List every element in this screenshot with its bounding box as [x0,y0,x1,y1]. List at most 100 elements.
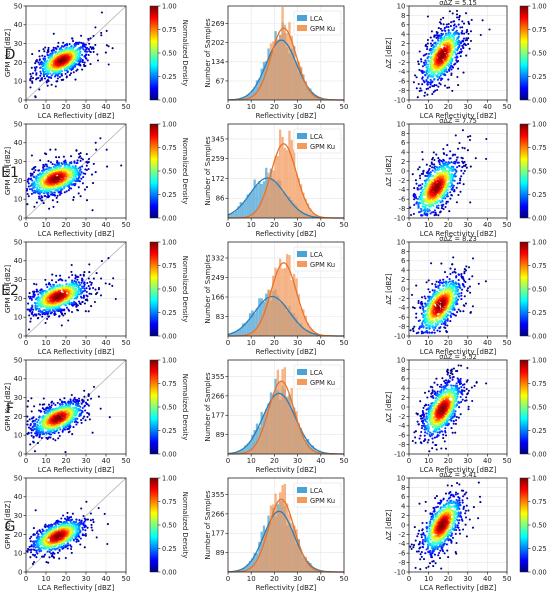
density-point [55,80,58,83]
density-point [64,279,67,282]
density-point [35,72,38,75]
diff-point [457,67,460,70]
density-point [79,195,82,198]
diff-point [443,84,447,87]
density-point [27,328,31,331]
diff-point [452,162,455,165]
diff-point [437,157,440,160]
density-point [82,294,85,297]
density-point [68,166,71,170]
diff-point [437,214,440,217]
diff-point [417,60,420,63]
density-ytick-label: 20 [14,177,23,185]
density-point [70,310,74,314]
diff-ytick-label: 2 [401,158,405,166]
density-point [47,46,50,49]
diff-ytick-label: -6 [399,196,407,204]
density-point [55,48,58,51]
diff-point [442,69,445,72]
density-point [44,46,47,49]
density-point [27,185,30,188]
diff-point [485,157,488,160]
diff-point [436,88,439,92]
density-point [61,279,64,282]
density-point [75,285,78,288]
diff-point [434,34,437,37]
hist-bar-gpm [276,39,280,100]
density-point [82,48,85,51]
density-point [77,186,80,189]
diff-point [429,42,432,45]
diff-ytick-label: -4 [399,186,407,194]
density-point [91,209,94,212]
diff-point [456,182,459,185]
hist-xtick-label: 50 [340,103,349,111]
density-point [84,310,87,313]
density-point [84,50,87,53]
hist-ytick-label: 202 [211,39,224,47]
diff-point [461,146,464,149]
density-point [38,49,41,52]
density-point [112,277,115,280]
density-point [46,70,49,73]
diff-point [459,48,463,51]
diff-point [418,68,421,71]
density-point [85,153,88,156]
density-point [92,277,95,280]
density-point [51,52,54,55]
diff-point [450,64,453,67]
density-point [67,178,70,181]
diff-point [446,86,449,89]
hist-ytick-label: 172 [211,175,224,183]
density-point [90,305,93,308]
density-point [77,156,81,159]
diff-point [431,158,434,161]
diff-point [439,18,442,21]
density-point [42,72,45,76]
density-point [42,48,45,51]
diff-point [441,197,444,200]
density-colorbar-tick-label: 0.75 [162,144,177,152]
diff-colorbar [519,123,529,219]
density-point [80,177,83,180]
diff-point [456,16,459,19]
density-point [85,294,88,297]
hist-xtick-label: 10 [247,103,256,111]
diff-point [465,54,468,57]
diff-point [456,156,459,159]
density-point [63,191,66,194]
diff-point [458,164,461,167]
diff-point [429,78,432,81]
hist-bar-gpm [279,129,282,218]
hist-xtick-label: 30 [293,103,302,111]
density-point [76,308,79,311]
diff-point [431,211,434,214]
density-point [26,203,29,206]
density-point [30,298,33,302]
density-point [29,320,32,323]
density-point [77,192,80,195]
diff-point [453,63,456,66]
density-point [42,189,45,192]
diff-point [469,135,472,138]
density-colorbar-tick-label: 0.25 [162,309,177,317]
hist-bar-gpm [299,308,303,336]
density-point [85,164,88,167]
density-point [72,198,75,201]
hist-bar-gpm [269,175,273,218]
diff-point [457,84,460,87]
diff-colorbar-tick-label: 0.25 [532,73,547,81]
diff-point [433,170,436,173]
density-point [40,184,43,187]
density-point [47,54,50,57]
diff-point [425,175,429,178]
diff-point [420,210,423,213]
diff-point [457,23,460,26]
density-colorbar-tick-label: 0.50 [162,285,177,293]
density-point [44,67,47,70]
density-point [48,315,51,318]
density-point [43,308,46,312]
density-point [38,188,41,191]
hist-bar-gpm [306,89,310,100]
